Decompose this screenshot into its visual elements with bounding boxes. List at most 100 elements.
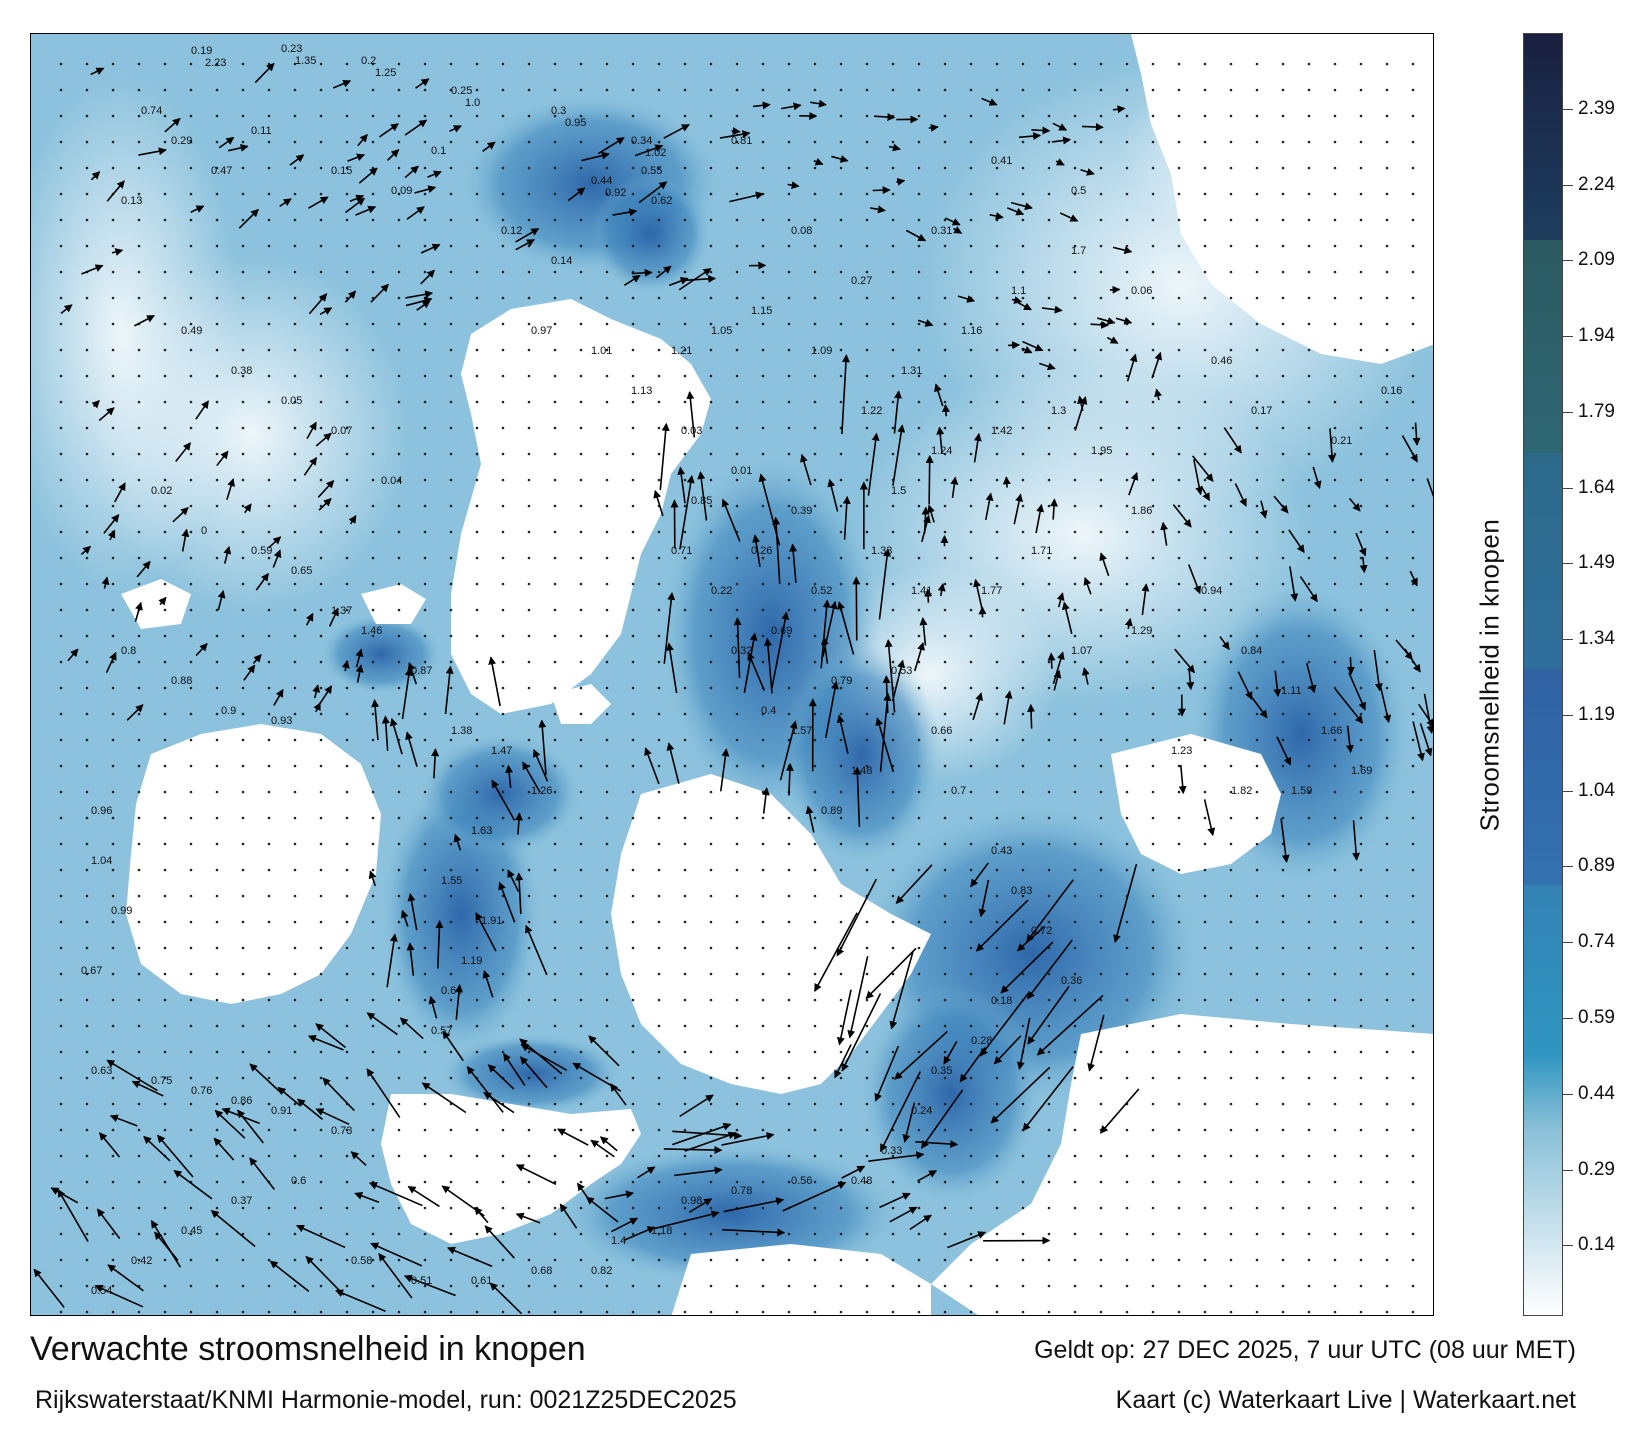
grid-dot [1229, 530, 1233, 534]
current-arrow [226, 478, 235, 500]
current-arrow [557, 1128, 589, 1146]
grid-dot [501, 1310, 505, 1314]
grid-dot [709, 114, 713, 118]
current-arrow [597, 137, 625, 155]
grid-dot [1307, 1284, 1311, 1288]
grid-dot [449, 1310, 453, 1314]
speed-label: 0.82 [591, 1265, 612, 1277]
grid-dot [631, 764, 635, 768]
grid-dot [969, 244, 973, 248]
grid-dot [163, 816, 167, 820]
grid-dot [579, 1076, 583, 1080]
grid-dot [449, 920, 453, 924]
current-arrow [269, 1260, 310, 1292]
grid-dot [59, 790, 63, 794]
grid-dot [1125, 244, 1129, 248]
grid-dot [735, 400, 739, 404]
grid-dot [917, 1284, 921, 1288]
grid-dot [1255, 88, 1259, 92]
grid-dot [1359, 244, 1363, 248]
grid-dot [1229, 738, 1233, 742]
grid-dot [943, 998, 947, 1002]
grid-dot [1307, 894, 1311, 898]
current-arrow [834, 1044, 852, 1079]
current-arrow [475, 912, 497, 952]
grid-dot [527, 842, 531, 846]
grid-dot [59, 244, 63, 248]
grid-dot [1203, 140, 1207, 144]
grid-dot [709, 1024, 713, 1028]
grid-dot [657, 166, 661, 170]
grid-dot [1151, 530, 1155, 534]
grid-dot [1255, 1180, 1259, 1184]
grid-dot [839, 1180, 843, 1184]
grid-dot [1307, 62, 1311, 66]
current-arrow [1273, 670, 1282, 698]
grid-dot [1099, 1180, 1103, 1184]
grid-dot [267, 842, 271, 846]
current-arrow [421, 1082, 467, 1114]
grid-dot [267, 712, 271, 716]
grid-dot [579, 946, 583, 950]
current-arrow [1080, 168, 1095, 176]
grid-dot [683, 400, 687, 404]
grid-dot [137, 1050, 141, 1054]
grid-dot [605, 530, 609, 534]
grid-dot [1307, 296, 1311, 300]
grid-dot [787, 504, 791, 508]
grid-dot [345, 504, 349, 508]
grid-dot [787, 582, 791, 586]
speed-label: 1.21 [671, 345, 692, 357]
grid-dot [241, 530, 245, 534]
grid-dot [371, 894, 375, 898]
grid-dot [1307, 998, 1311, 1002]
grid-dot [85, 816, 89, 820]
grid-dot [917, 348, 921, 352]
grid-dot [1203, 218, 1207, 222]
grid-dot [553, 114, 557, 118]
current-speed-map[interactable]: 0.19 0.23 0.2 0.25 0.3 0.34 0.44 0.55 0.62 0.81 0.… [30, 33, 1434, 1316]
current-arrow [289, 154, 305, 166]
grid-dot [267, 1284, 271, 1288]
grid-dot [761, 816, 765, 820]
grid-dot [1307, 1232, 1311, 1236]
grid-dot [1333, 920, 1337, 924]
grid-dot [943, 426, 947, 430]
grid-dot [683, 790, 687, 794]
grid-dot [787, 1050, 791, 1054]
grid-dot [969, 1050, 973, 1054]
grid-dot [371, 244, 375, 248]
grid-dot [631, 218, 635, 222]
grid-dot [449, 764, 453, 768]
grid-dot [475, 1128, 479, 1132]
grid-dot [241, 790, 245, 794]
grid-dot [917, 166, 921, 170]
grid-dot [397, 218, 401, 222]
grid-dot [813, 582, 817, 586]
grid-dot [1411, 62, 1415, 66]
grid-dot [943, 530, 947, 534]
grid-dot [163, 530, 167, 534]
grid-dot [865, 426, 869, 430]
current-arrow [522, 761, 541, 793]
grid-dot [111, 114, 115, 118]
grid-dot [605, 946, 609, 950]
current-arrow [415, 78, 430, 89]
grid-dot [1307, 946, 1311, 950]
current-arrow [503, 1052, 526, 1086]
grid-dot [631, 634, 635, 638]
grid-dot [969, 1102, 973, 1106]
grid-dot [1047, 1258, 1051, 1262]
grid-dot [111, 478, 115, 482]
grid-dot [85, 192, 89, 196]
grid-dot [501, 608, 505, 612]
speed-label: 0.03 [681, 425, 702, 437]
grid-dot [345, 842, 349, 846]
grid-dot [1047, 192, 1051, 196]
grid-dot [1333, 1024, 1337, 1028]
grid-dot [59, 166, 63, 170]
grid-dot [137, 894, 141, 898]
grid-dot [969, 140, 973, 144]
grid-dot [761, 634, 765, 638]
grid-dot [683, 1128, 687, 1132]
